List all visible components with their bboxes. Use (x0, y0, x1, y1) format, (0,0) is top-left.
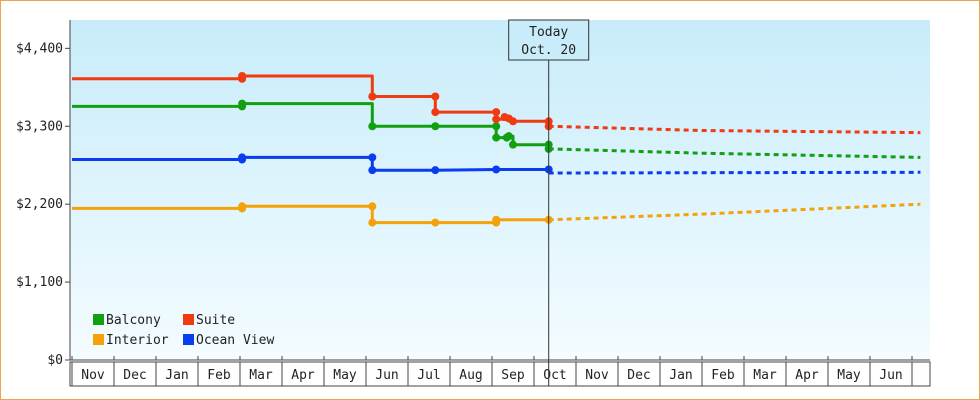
y-tick-label: $4,400 (16, 41, 63, 56)
x-tick-label: May (837, 368, 861, 383)
data-point-suite (238, 71, 247, 80)
x-tick-label: Mar (753, 368, 777, 383)
legend-label-interior: Interior (106, 333, 169, 348)
legend-swatch-balcony (93, 314, 104, 325)
data-point-ocean-view (368, 153, 377, 162)
forecast-line-ocean-view (548, 170, 921, 175)
legend-label-ocean-view: Ocean View (196, 333, 274, 348)
x-tick-label: Jan (669, 368, 692, 383)
legend-label-balcony: Balcony (106, 313, 161, 328)
x-tick-label: Feb (711, 368, 735, 383)
plot-area (70, 20, 930, 360)
data-point-ocean-view (368, 166, 377, 175)
data-point-interior (368, 202, 377, 211)
x-tick-label: Dec (123, 368, 146, 383)
data-point-balcony (368, 122, 377, 131)
forecast-line-suite (548, 124, 921, 135)
y-tick-label: $2,200 (16, 197, 63, 212)
data-point-suite (492, 115, 501, 124)
data-point-interior (431, 218, 440, 227)
data-point-balcony (238, 99, 247, 108)
forecast-line-balcony (548, 147, 921, 159)
today-label: Today (529, 25, 568, 40)
data-point-ocean-view (238, 153, 247, 162)
series-interior (72, 202, 921, 227)
data-point-suite (509, 117, 517, 126)
data-point-interior (238, 202, 247, 211)
data-point-ocean-view (431, 166, 440, 175)
x-tick-label: Feb (207, 368, 231, 383)
legend-swatch-ocean-view (183, 334, 194, 345)
x-tick-label: Jul (417, 368, 440, 383)
x-tick-label: Apr (291, 368, 315, 383)
x-tick-label: Jan (165, 368, 188, 383)
series-suite (72, 71, 921, 135)
data-point-suite (492, 108, 501, 117)
data-point-balcony (431, 122, 440, 131)
legend-label-suite: Suite (196, 313, 235, 328)
data-point-interior (492, 215, 501, 224)
data-point-balcony (504, 132, 513, 141)
today-box (508, 19, 590, 61)
y-tick-label: $3,300 (16, 119, 63, 134)
x-tick-label: Jun (375, 368, 398, 383)
x-tick-label: Oct (543, 368, 566, 383)
x-tick-label: Dec (627, 368, 650, 383)
x-tick-label: Sep (501, 368, 525, 383)
data-point-balcony (492, 122, 501, 131)
data-point-suite (431, 92, 440, 101)
data-point-interior (368, 218, 377, 227)
legend-swatch-suite (183, 314, 194, 325)
x-tick-label: Apr (795, 368, 819, 383)
data-point-suite (368, 92, 377, 101)
x-tick-label: Nov (585, 368, 609, 383)
data-point-balcony (509, 140, 517, 149)
x-tick-label: May (333, 368, 357, 383)
today-date: Oct. 20 (521, 43, 576, 58)
axes: $0 $1,100 $2,200 $3,300 $4,400 Nov Dec Jan Feb Ma… (16, 20, 931, 387)
x-tick-label: Nov (81, 368, 105, 383)
legend-swatch-interior (93, 334, 104, 345)
x-tick-label: Jun (879, 368, 902, 383)
month-band (69, 361, 931, 387)
y-tick-label: $0 (47, 353, 63, 368)
data-point-suite (431, 108, 440, 117)
legend: Balcony Suite Interior Ocean View (93, 313, 274, 348)
data-point-balcony (492, 133, 501, 142)
x-tick-label: Mar (249, 368, 273, 383)
x-tick-label: Aug (459, 368, 482, 383)
y-tick-label: $1,100 (16, 275, 63, 290)
data-point-ocean-view (492, 165, 501, 174)
today-marker: Today Oct. 20 (508, 19, 590, 386)
forecast-line-interior (548, 202, 921, 222)
